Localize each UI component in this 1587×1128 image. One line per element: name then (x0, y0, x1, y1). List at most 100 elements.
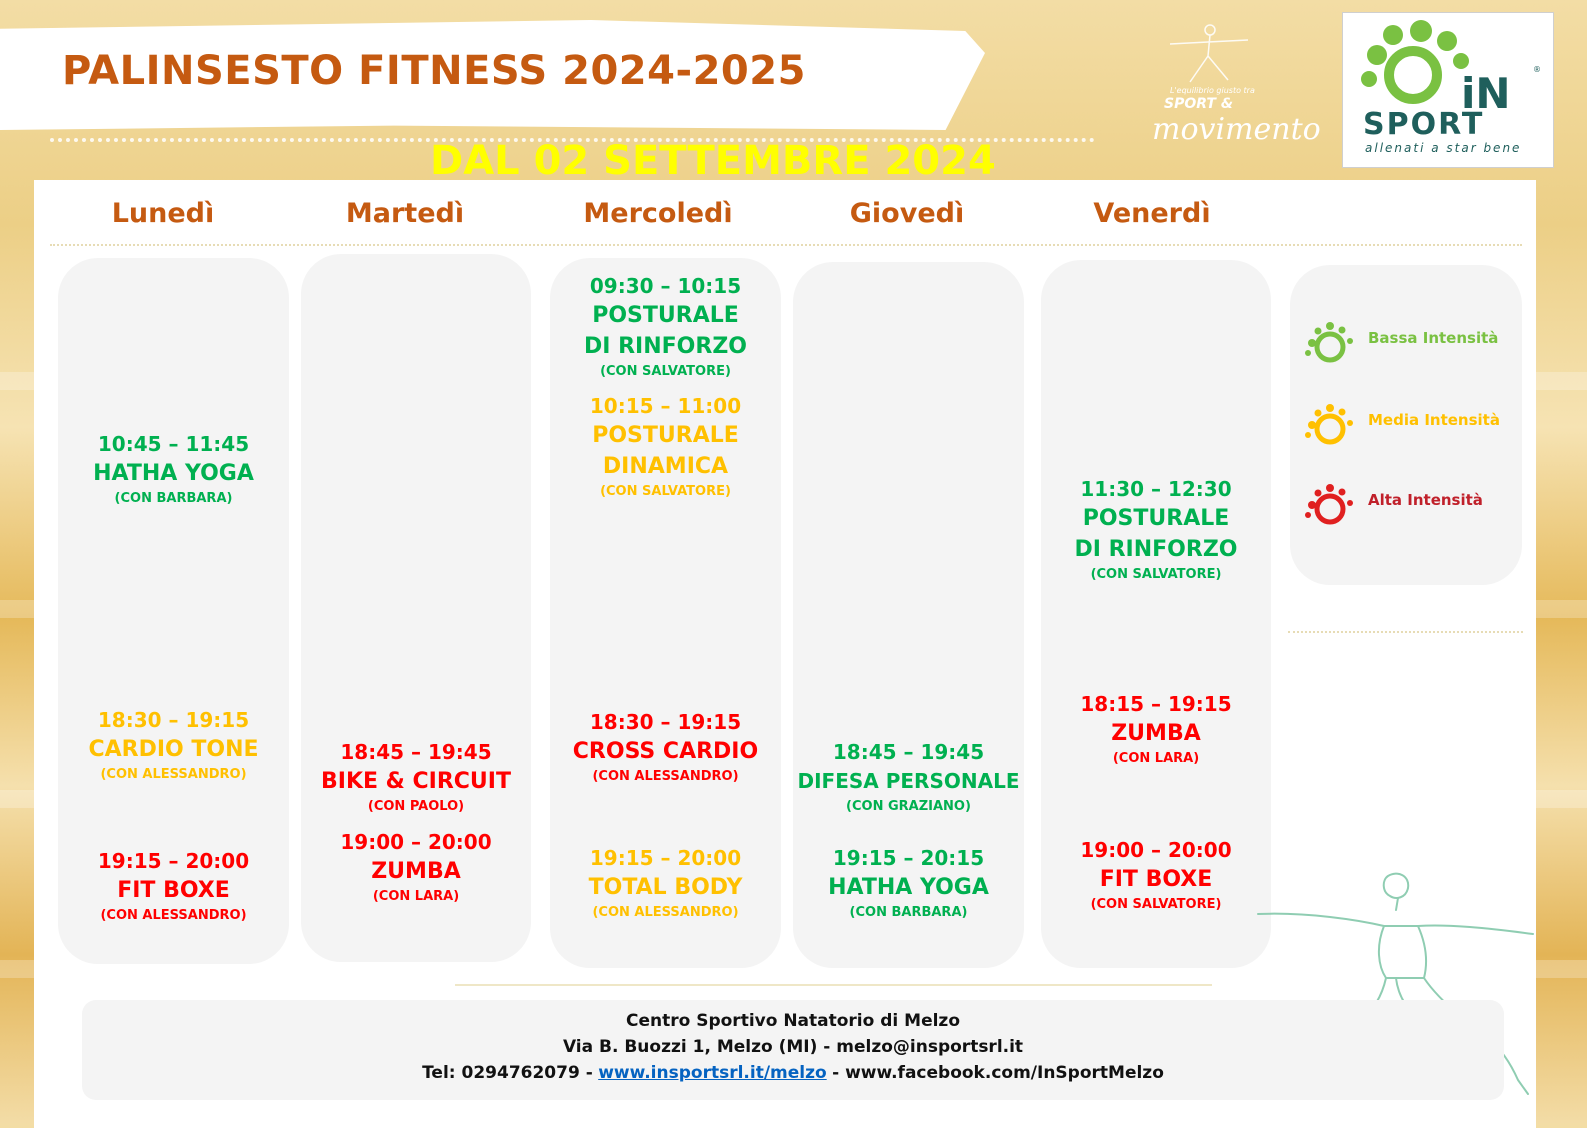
class-card: 18:15 – 19:15 ZUMBA (CON LARA) (1041, 690, 1271, 769)
logo-in-text: iN (1461, 69, 1511, 118)
class-instructor: (CON BARBARA) (849, 905, 968, 920)
class-time: 10:45 – 11:45 (97, 432, 250, 456)
class-instructor: (CON SALVATORE) (600, 364, 731, 379)
class-time: 18:15 – 19:15 (1080, 692, 1232, 716)
class-card: 19:00 – 20:00 FIT BOXE (CON SALVATORE) (1041, 836, 1271, 915)
low-intensity-icon (1305, 322, 1353, 363)
sport-movimento-logo: L'equilibrio giusto tra SPORT & moviment… (1150, 20, 1321, 160)
class-card: 18:45 – 19:45 BIKE & CIRCUIT (CON PAOLO) (301, 738, 531, 817)
legend-item-alta: Alta Intensità (1298, 479, 1518, 529)
legend-divider (1288, 631, 1523, 633)
yoga-figure-icon (1169, 24, 1249, 83)
class-name: BIKE & CIRCUIT (320, 769, 511, 794)
class-instructor: (CON ALESSANDRO) (592, 905, 739, 920)
legend-label-bassa: Bassa Intensità (1368, 329, 1499, 347)
class-time: 19:15 – 20:15 (832, 846, 985, 870)
class-card: 19:15 – 20:15 HATHA YOGA (CON BARBARA) (793, 844, 1024, 923)
movimento-sport: SPORT & (1164, 96, 1234, 112)
legend-label-media: Media Intensità (1368, 411, 1500, 429)
class-instructor: (CON GRAZIANO) (846, 799, 971, 814)
header-divider (50, 138, 1095, 142)
class-name: FIT BOXE (1099, 867, 1213, 892)
day-header-lunedi: Lunedì (111, 198, 215, 229)
logo-registered: ® (1533, 65, 1541, 74)
class-name: POSTURALE (1082, 506, 1230, 531)
class-time: 09:30 – 10:15 (589, 274, 742, 298)
footer-facebook: - www.facebook.com/InSportMelzo (832, 1063, 1164, 1083)
class-name-line2: DINAMICA (602, 454, 729, 479)
logo-tagline: allenati a star bene (1365, 141, 1522, 155)
class-card: 18:30 – 19:15 CROSS CARDIO (CON ALESSAND… (550, 708, 781, 787)
day-header-mercoledi: Mercoledì (583, 198, 733, 229)
class-name: POSTURALE (592, 423, 739, 448)
column-martedi: 18:45 – 19:45 BIKE & CIRCUIT (CON PAOLO)… (301, 254, 531, 962)
high-intensity-icon (1305, 484, 1353, 525)
class-time: 18:45 – 19:45 (340, 740, 492, 764)
page-subtitle: DAL 02 SETTEMBRE 2024 (430, 138, 996, 184)
class-instructor: (CON SALVATORE) (1090, 897, 1222, 912)
logo-sport-text: SPORT (1363, 107, 1485, 142)
class-name: TOTAL BODY (588, 875, 743, 900)
class-instructor: (CON BARBARA) (114, 491, 233, 506)
class-instructor: (CON SALVATORE) (600, 484, 731, 499)
class-name: CROSS CARDIO (572, 739, 759, 764)
class-instructor: (CON ALESSANDRO) (100, 767, 247, 782)
day-header-giovedi: Giovedì (849, 198, 965, 229)
class-instructor: (CON LARA) (372, 889, 460, 904)
class-name-line2: DI RINFORZO (584, 334, 747, 359)
insport-dots-icon (1361, 20, 1469, 104)
class-name-line2: DI RINFORZO (1074, 537, 1238, 562)
legend-item-bassa: Bassa Intensità (1298, 317, 1518, 367)
class-time: 19:00 – 20:00 (1080, 838, 1232, 862)
class-time: 18:30 – 19:15 (589, 710, 742, 734)
class-name: DIFESA PERSONALE (797, 769, 1020, 793)
column-giovedi: 18:45 – 19:45 DIFESA PERSONALE (CON GRAZ… (793, 262, 1024, 968)
header-brush-background (0, 20, 985, 130)
legend-item-media: Media Intensità (1298, 399, 1518, 449)
movimento-tagline: L'equilibrio giusto tra (1170, 86, 1255, 95)
class-card: 10:15 – 11:00 POSTURALE DINAMICA (CON SA… (550, 392, 781, 502)
footer-divider (455, 984, 1212, 986)
class-card: 10:45 – 11:45 HATHA YOGA (CON BARBARA) (58, 430, 289, 509)
medium-intensity-icon (1305, 404, 1353, 445)
intensity-legend: Bassa Intensità Media Intensità Alta Int… (1290, 265, 1522, 585)
footer-address: Via B. Buozzi 1, Melzo (MI) - melzo@insp… (82, 1034, 1504, 1060)
day-header-martedi: Martedì (345, 198, 465, 229)
class-card: 19:00 – 20:00 ZUMBA (CON LARA) (301, 828, 531, 907)
footer-tel: Tel: 0294762079 - (422, 1063, 593, 1083)
legend-label-alta: Alta Intensità (1368, 491, 1483, 509)
class-name: HATHA YOGA (828, 875, 989, 900)
class-name: ZUMBA (371, 859, 461, 884)
class-time: 18:30 – 19:15 (97, 708, 250, 732)
column-mercoledi: 09:30 – 10:15 POSTURALE DI RINFORZO (CON… (550, 258, 781, 968)
days-divider (50, 244, 1522, 246)
class-instructor: (CON LARA) (1112, 751, 1200, 766)
column-lunedi: 10:45 – 11:45 HATHA YOGA (CON BARBARA) 1… (58, 258, 289, 964)
class-name: POSTURALE (592, 303, 739, 328)
class-name: FIT BOXE (117, 878, 230, 903)
class-card: 19:15 – 20:00 TOTAL BODY (CON ALESSANDRO… (550, 844, 781, 923)
page-title: PALINSESTO FITNESS 2024-2025 (62, 48, 806, 94)
footer-address-text: Via B. Buozzi 1, Melzo (MI) - melzo@insp… (562, 1037, 1024, 1057)
movimento-word: movimento (1152, 112, 1321, 147)
footer-links: Tel: 0294762079 - www.insportsrl.it/melz… (82, 1060, 1504, 1086)
column-venerdi: 11:30 – 12:30 POSTURALE DI RINFORZO (CON… (1041, 260, 1271, 968)
class-time: 11:30 – 12:30 (1080, 477, 1232, 501)
class-card: 19:15 – 20:00 FIT BOXE (CON ALESSANDRO) (58, 847, 289, 926)
class-time: 10:15 – 11:00 (589, 394, 742, 418)
class-instructor: (CON ALESSANDRO) (100, 908, 247, 923)
class-time: 18:45 – 19:45 (832, 740, 985, 764)
day-header-venerdi: Venerdì (1093, 198, 1211, 229)
class-name: HATHA YOGA (93, 461, 254, 486)
class-card: 11:30 – 12:30 POSTURALE DI RINFORZO (CON… (1041, 475, 1271, 585)
insport-logo: iN ® SPORT allenati a star bene (1342, 12, 1554, 168)
class-instructor: (CON PAOLO) (367, 799, 465, 814)
class-time: 19:15 – 20:00 (589, 846, 742, 870)
class-time: 19:00 – 20:00 (340, 830, 492, 854)
footer-contact: Centro Sportivo Natatorio di Melzo Via B… (82, 1000, 1504, 1100)
class-time: 19:15 – 20:00 (97, 849, 250, 873)
footer-venue: Centro Sportivo Natatorio di Melzo (626, 1011, 960, 1031)
class-card: 09:30 – 10:15 POSTURALE DI RINFORZO (CON… (550, 272, 781, 382)
class-name: CARDIO TONE (88, 737, 259, 762)
footer-website-link[interactable]: www.insportsrl.it/melzo (598, 1063, 827, 1083)
